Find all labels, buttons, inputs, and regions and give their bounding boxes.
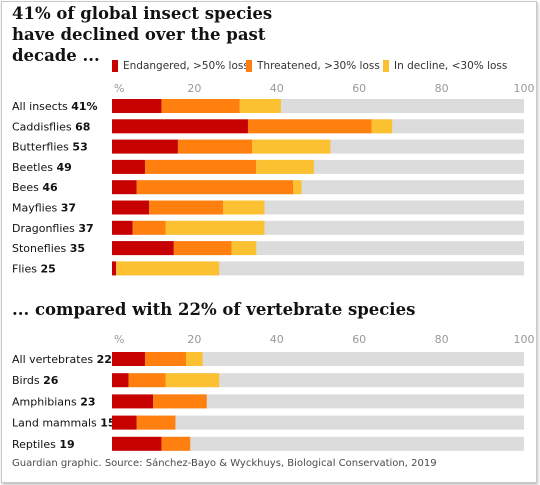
bar-threatened <box>153 394 207 409</box>
bar-endangered <box>112 99 162 113</box>
bar-decline <box>239 99 281 113</box>
bar-decline <box>371 119 393 134</box>
bar-decline <box>256 159 314 174</box>
x-tick-label: 80 <box>435 333 449 346</box>
bar-background <box>112 436 524 451</box>
category-label: Stoneflies 35 <box>12 242 85 255</box>
bar-decline <box>186 352 203 366</box>
x-tick-label: 60 <box>352 333 366 346</box>
bar-decline <box>231 241 257 256</box>
category-label: All insects 41% <box>12 100 98 113</box>
category-label: Flies 25 <box>12 262 56 275</box>
x-tick-label: 20 <box>187 333 201 346</box>
bar-threatened <box>136 415 176 430</box>
category-label: Mayflies 37 <box>12 202 76 215</box>
x-tick-label: 80 <box>435 82 449 95</box>
bar-threatened <box>144 159 257 174</box>
legend-swatch-threatened <box>246 60 252 72</box>
x-tick-label: 40 <box>270 82 284 95</box>
bar-threatened <box>132 220 166 235</box>
chart-title: 41% of global insect species have declin… <box>12 4 273 65</box>
bar-decline <box>165 373 220 388</box>
bar-decline <box>293 180 302 195</box>
legend-swatch-decline <box>383 60 389 72</box>
legend-label-endangered: Endangered, >50% loss <box>123 60 249 72</box>
bar-endangered <box>112 352 145 366</box>
source-note: Guardian graphic. Source: Sánchez-Bayo &… <box>12 458 437 469</box>
category-label: All vertebrates 22 <box>12 353 112 366</box>
category-label: Land mammals 15.4 <box>12 417 128 430</box>
x-tick-label: 40 <box>270 333 284 346</box>
category-label: Dragonflies 37 <box>12 222 94 235</box>
bar-background <box>112 394 524 409</box>
bar-background <box>112 352 524 366</box>
legend-item-threatened: Threatened, >30% loss <box>246 60 380 72</box>
bar-endangered <box>112 241 174 256</box>
bar-endangered <box>112 119 248 134</box>
bar-endangered <box>112 200 150 215</box>
bar-decline <box>116 261 220 276</box>
x-tick-label: % <box>114 333 124 346</box>
category-label: Birds 26 <box>12 374 59 387</box>
legend-item-endangered: Endangered, >50% loss <box>112 60 249 72</box>
x-tick-label: 100 <box>514 82 535 95</box>
category-label: Beetles 49 <box>12 161 72 174</box>
bar-threatened <box>161 99 240 113</box>
bar-threatened <box>161 436 191 451</box>
bar-threatened <box>173 241 232 256</box>
bar-endangered <box>112 159 145 174</box>
bar-endangered <box>112 415 137 430</box>
bar-threatened <box>247 119 372 134</box>
legend-label-decline: In decline, <30% loss <box>394 60 508 72</box>
bar-endangered <box>112 261 117 276</box>
category-label: Reptiles 19 <box>12 438 75 451</box>
bar-background <box>112 415 524 430</box>
bar-endangered <box>112 180 137 195</box>
bar-threatened <box>144 352 187 366</box>
category-label: Amphibians 23 <box>12 395 96 408</box>
category-label: Butterflies 53 <box>12 141 88 154</box>
bar-threatened <box>177 139 253 154</box>
legend-swatch-endangered <box>112 60 118 72</box>
bar-threatened <box>149 200 224 215</box>
bar-endangered <box>112 220 133 235</box>
bar-decline <box>223 200 265 215</box>
x-tick-label: 60 <box>352 82 366 95</box>
bar-decline <box>165 220 265 235</box>
bar-decline <box>252 139 331 154</box>
x-tick-label: 100 <box>514 333 535 346</box>
chart-subtitle: ... compared with 22% of vertebrate spec… <box>12 300 416 319</box>
legend-label-threatened: Threatened, >30% loss <box>257 60 380 72</box>
bar-endangered <box>112 436 162 451</box>
bar-endangered <box>112 394 154 409</box>
bar-endangered <box>112 373 129 388</box>
x-tick-label: 20 <box>187 82 201 95</box>
category-label: Bees 46 <box>12 181 58 194</box>
bar-endangered <box>112 139 178 154</box>
bar-threatened <box>128 373 166 388</box>
legend-item-decline: In decline, <30% loss <box>383 60 507 72</box>
bar-threatened <box>136 180 294 195</box>
category-label: Caddisflies 68 <box>12 120 90 133</box>
x-tick-label: % <box>114 82 124 95</box>
